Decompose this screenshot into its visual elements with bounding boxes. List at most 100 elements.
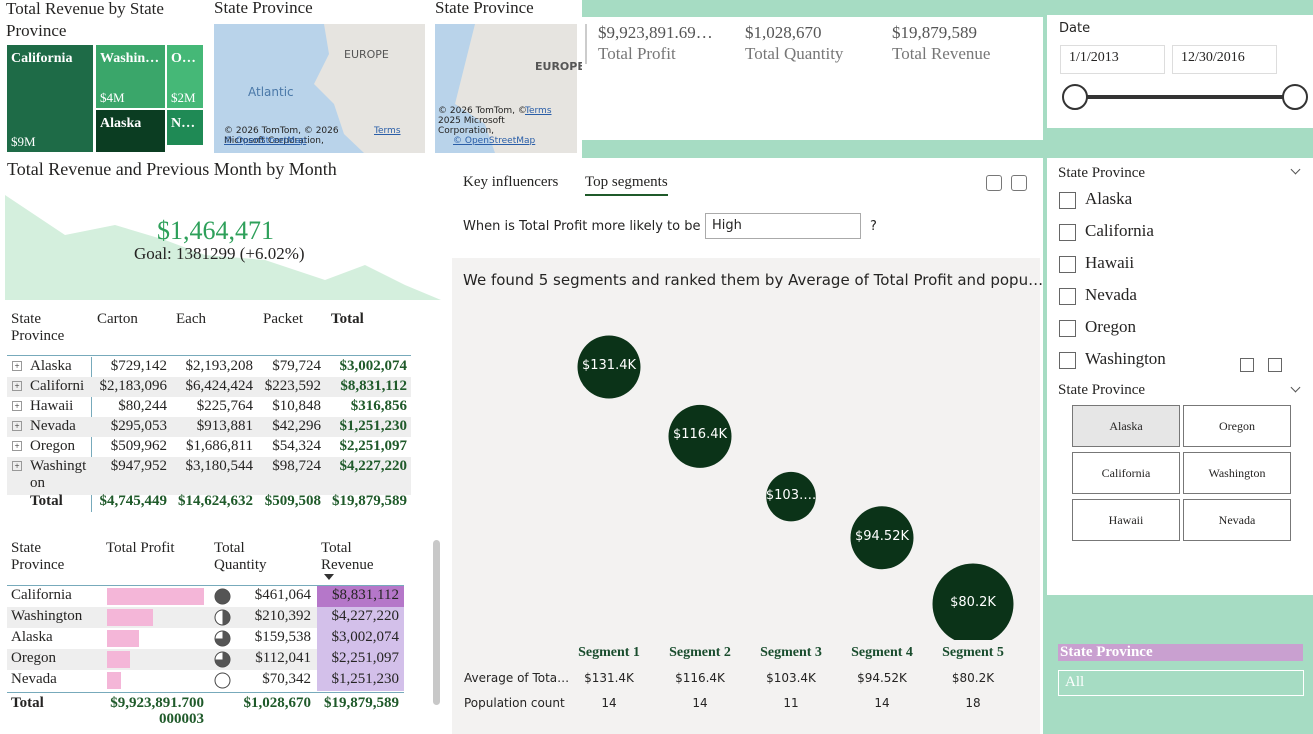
revenue-cell bbox=[317, 670, 404, 691]
expand-icon[interactable]: + bbox=[12, 421, 22, 431]
tile-name: Alaska bbox=[100, 116, 142, 131]
slicer-item[interactable]: Washington bbox=[1085, 349, 1166, 368]
checkbox[interactable] bbox=[1059, 352, 1076, 369]
matrix-header[interactable]: Packet bbox=[263, 311, 303, 327]
matrix-cell: $2,193,208 bbox=[185, 358, 254, 374]
kpi-title: Total Revenue and Previous Month by Mont… bbox=[7, 159, 337, 179]
tile-name: O… bbox=[171, 51, 196, 66]
slicer-item[interactable]: Nevada bbox=[1085, 285, 1137, 304]
segment-name[interactable]: Segment 3 bbox=[760, 645, 822, 660]
expand-icon[interactable]: + bbox=[12, 441, 22, 451]
help[interactable]: ? bbox=[870, 219, 877, 234]
table-cell: $159,538 bbox=[254, 629, 311, 645]
table-header[interactable]: Total Quantity bbox=[214, 540, 267, 573]
revenue-cell bbox=[317, 607, 404, 628]
treemap-tile[interactable]: California $9M bbox=[7, 45, 93, 152]
filter-icon[interactable] bbox=[1240, 358, 1254, 372]
matrix-total: $509,508 bbox=[264, 493, 321, 509]
segment-average: $103.4K bbox=[766, 671, 816, 685]
tab[interactable]: Top segments bbox=[585, 174, 668, 196]
slicer-tile[interactable]: Oregon bbox=[1183, 405, 1291, 447]
map-attribution-link[interactable]: © OpenStreetMap bbox=[453, 136, 536, 146]
land bbox=[314, 24, 425, 153]
thumbs-up-icon[interactable] bbox=[986, 175, 1002, 191]
tile-value: $2M bbox=[171, 90, 196, 105]
matrix-header[interactable]: Each bbox=[176, 311, 206, 327]
profit-bar bbox=[107, 651, 131, 668]
segment-count: 11 bbox=[783, 696, 799, 710]
matrix-cell: $98,724 bbox=[272, 458, 321, 474]
table-cell: $210,392 bbox=[254, 608, 311, 624]
slider-handle bbox=[1062, 84, 1088, 110]
scrollbar[interactable] bbox=[433, 540, 440, 705]
expand-icon[interactable]: + bbox=[12, 401, 22, 411]
cards-accent bbox=[585, 24, 587, 64]
slicer-item[interactable]: Hawaii bbox=[1085, 253, 1135, 272]
segment-name[interactable]: Segment 1 bbox=[578, 645, 640, 660]
checkbox[interactable] bbox=[1059, 224, 1076, 241]
table-header[interactable]: State Province bbox=[11, 540, 65, 573]
dropdown-value[interactable]: All bbox=[1058, 670, 1304, 696]
expand-icon[interactable]: + bbox=[12, 461, 22, 471]
table-header[interactable]: Total Profit bbox=[106, 540, 175, 556]
table-rule bbox=[7, 692, 404, 693]
matrix-row bbox=[7, 377, 411, 397]
date-input[interactable]: 12/30/2016 bbox=[1172, 45, 1277, 74]
slicer-item[interactable]: Alaska bbox=[1085, 189, 1133, 208]
map-attribution-link[interactable]: © OpenStreetMap bbox=[224, 136, 307, 146]
card-label: Total Revenue bbox=[892, 44, 991, 63]
tab[interactable]: Key influencers bbox=[463, 174, 559, 190]
checkbox[interactable] bbox=[1059, 192, 1076, 209]
map-title: State Province bbox=[214, 0, 313, 17]
slicer-tile[interactable]: Nevada bbox=[1183, 499, 1291, 541]
segment-bubble bbox=[932, 563, 1014, 640]
segment-name[interactable]: Segment 2 bbox=[669, 645, 731, 660]
matrix-cell: $947,952 bbox=[110, 458, 167, 474]
slicer-tile[interactable]: California bbox=[1072, 452, 1180, 494]
segment-bubbles bbox=[577, 335, 1014, 640]
table-header[interactable]: Total Revenue bbox=[321, 540, 374, 573]
matrix-header[interactable]: State Province bbox=[11, 311, 65, 344]
expand-icon[interactable]: + bbox=[12, 381, 22, 391]
table-row bbox=[7, 607, 404, 628]
slicer-tile[interactable]: Washington bbox=[1183, 452, 1291, 494]
revenue-cell bbox=[317, 649, 404, 670]
treemap-tile[interactable]: N… bbox=[167, 110, 203, 145]
date-input[interactable]: 1/1/2013 bbox=[1060, 45, 1165, 74]
slicer-title: Date bbox=[1059, 21, 1091, 36]
expand-icon[interactable]: + bbox=[12, 361, 22, 371]
treemap-tile[interactable]: Alaska bbox=[96, 110, 165, 152]
slicer-item[interactable]: Oregon bbox=[1085, 317, 1136, 336]
matrix-cell: $509,962 bbox=[110, 438, 167, 454]
slicer-tile[interactable]: Alaska bbox=[1072, 405, 1180, 447]
matrix-cell: $3,002,074 bbox=[339, 358, 408, 374]
kpi-goal: Goal: 1381299 (+6.02%) bbox=[134, 244, 305, 263]
date-range-slider bbox=[1062, 84, 1308, 110]
checkbox[interactable] bbox=[1059, 288, 1076, 305]
segment-name[interactable]: Segment 4 bbox=[851, 645, 913, 660]
map-terms-link[interactable]: Terms bbox=[525, 106, 552, 116]
map bbox=[435, 24, 577, 153]
slicer-item[interactable]: California bbox=[1085, 221, 1154, 240]
map-terms-link[interactable]: Terms bbox=[374, 126, 401, 136]
slicer-tile[interactable]: Hawaii bbox=[1072, 499, 1180, 541]
table-cell: $2,251,097 bbox=[331, 650, 400, 666]
table-cell: Nevada bbox=[11, 671, 57, 687]
tile-name: Washin… bbox=[100, 51, 160, 66]
treemap-tile[interactable]: O… $2M bbox=[167, 45, 203, 108]
checkbox[interactable] bbox=[1059, 256, 1076, 273]
table-cell: $3,002,074 bbox=[331, 629, 400, 645]
map-attribution: © 2026 TomTom, © 2026 Microsoft Corporat… bbox=[224, 126, 339, 146]
segment-count: 14 bbox=[874, 696, 890, 710]
thumbs-down-icon[interactable] bbox=[1011, 175, 1027, 191]
quantity-icon bbox=[214, 630, 231, 647]
checkbox[interactable] bbox=[1059, 320, 1076, 337]
segment-name[interactable]: Segment 5 bbox=[942, 645, 1004, 660]
option-dropdown[interactable]: High bbox=[705, 213, 861, 239]
treemap-tile[interactable]: Washin… $4M bbox=[96, 45, 165, 108]
map-label: EUROPE bbox=[344, 48, 389, 61]
focus-icon[interactable] bbox=[1268, 358, 1282, 372]
matrix-header[interactable]: Total bbox=[331, 311, 364, 327]
matrix-cell: $729,142 bbox=[110, 358, 167, 374]
matrix-header[interactable]: Carton bbox=[97, 311, 138, 327]
